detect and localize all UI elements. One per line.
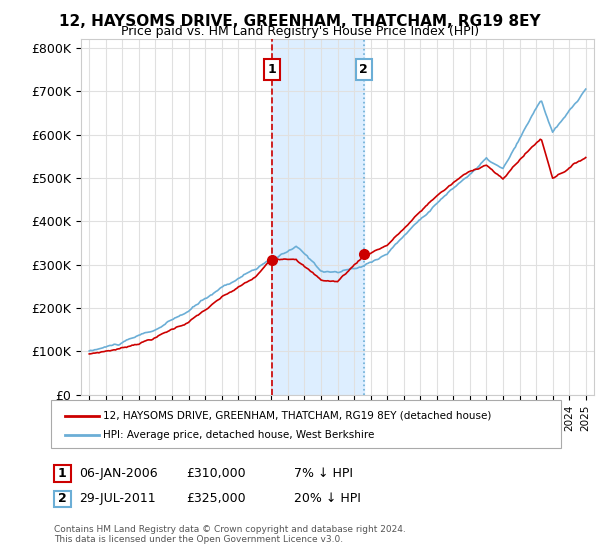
Text: Contains HM Land Registry data © Crown copyright and database right 2024.: Contains HM Land Registry data © Crown c…: [54, 525, 406, 534]
Text: HPI: Average price, detached house, West Berkshire: HPI: Average price, detached house, West…: [103, 430, 374, 440]
Text: This data is licensed under the Open Government Licence v3.0.: This data is licensed under the Open Gov…: [54, 535, 343, 544]
Text: Price paid vs. HM Land Registry's House Price Index (HPI): Price paid vs. HM Land Registry's House …: [121, 25, 479, 38]
Text: 1: 1: [58, 467, 67, 480]
Text: £310,000: £310,000: [186, 467, 245, 480]
Text: £325,000: £325,000: [186, 492, 245, 506]
Text: 2: 2: [58, 492, 67, 506]
Text: 12, HAYSOMS DRIVE, GREENHAM, THATCHAM, RG19 8EY: 12, HAYSOMS DRIVE, GREENHAM, THATCHAM, R…: [59, 14, 541, 29]
Text: 2: 2: [359, 63, 368, 76]
Text: 12, HAYSOMS DRIVE, GREENHAM, THATCHAM, RG19 8EY (detached house): 12, HAYSOMS DRIVE, GREENHAM, THATCHAM, R…: [103, 410, 491, 421]
Text: 1: 1: [268, 63, 277, 76]
Text: 7% ↓ HPI: 7% ↓ HPI: [294, 467, 353, 480]
Text: 20% ↓ HPI: 20% ↓ HPI: [294, 492, 361, 506]
Text: 06-JAN-2006: 06-JAN-2006: [79, 467, 158, 480]
Text: 29-JUL-2011: 29-JUL-2011: [79, 492, 156, 506]
Bar: [272, 39, 364, 395]
